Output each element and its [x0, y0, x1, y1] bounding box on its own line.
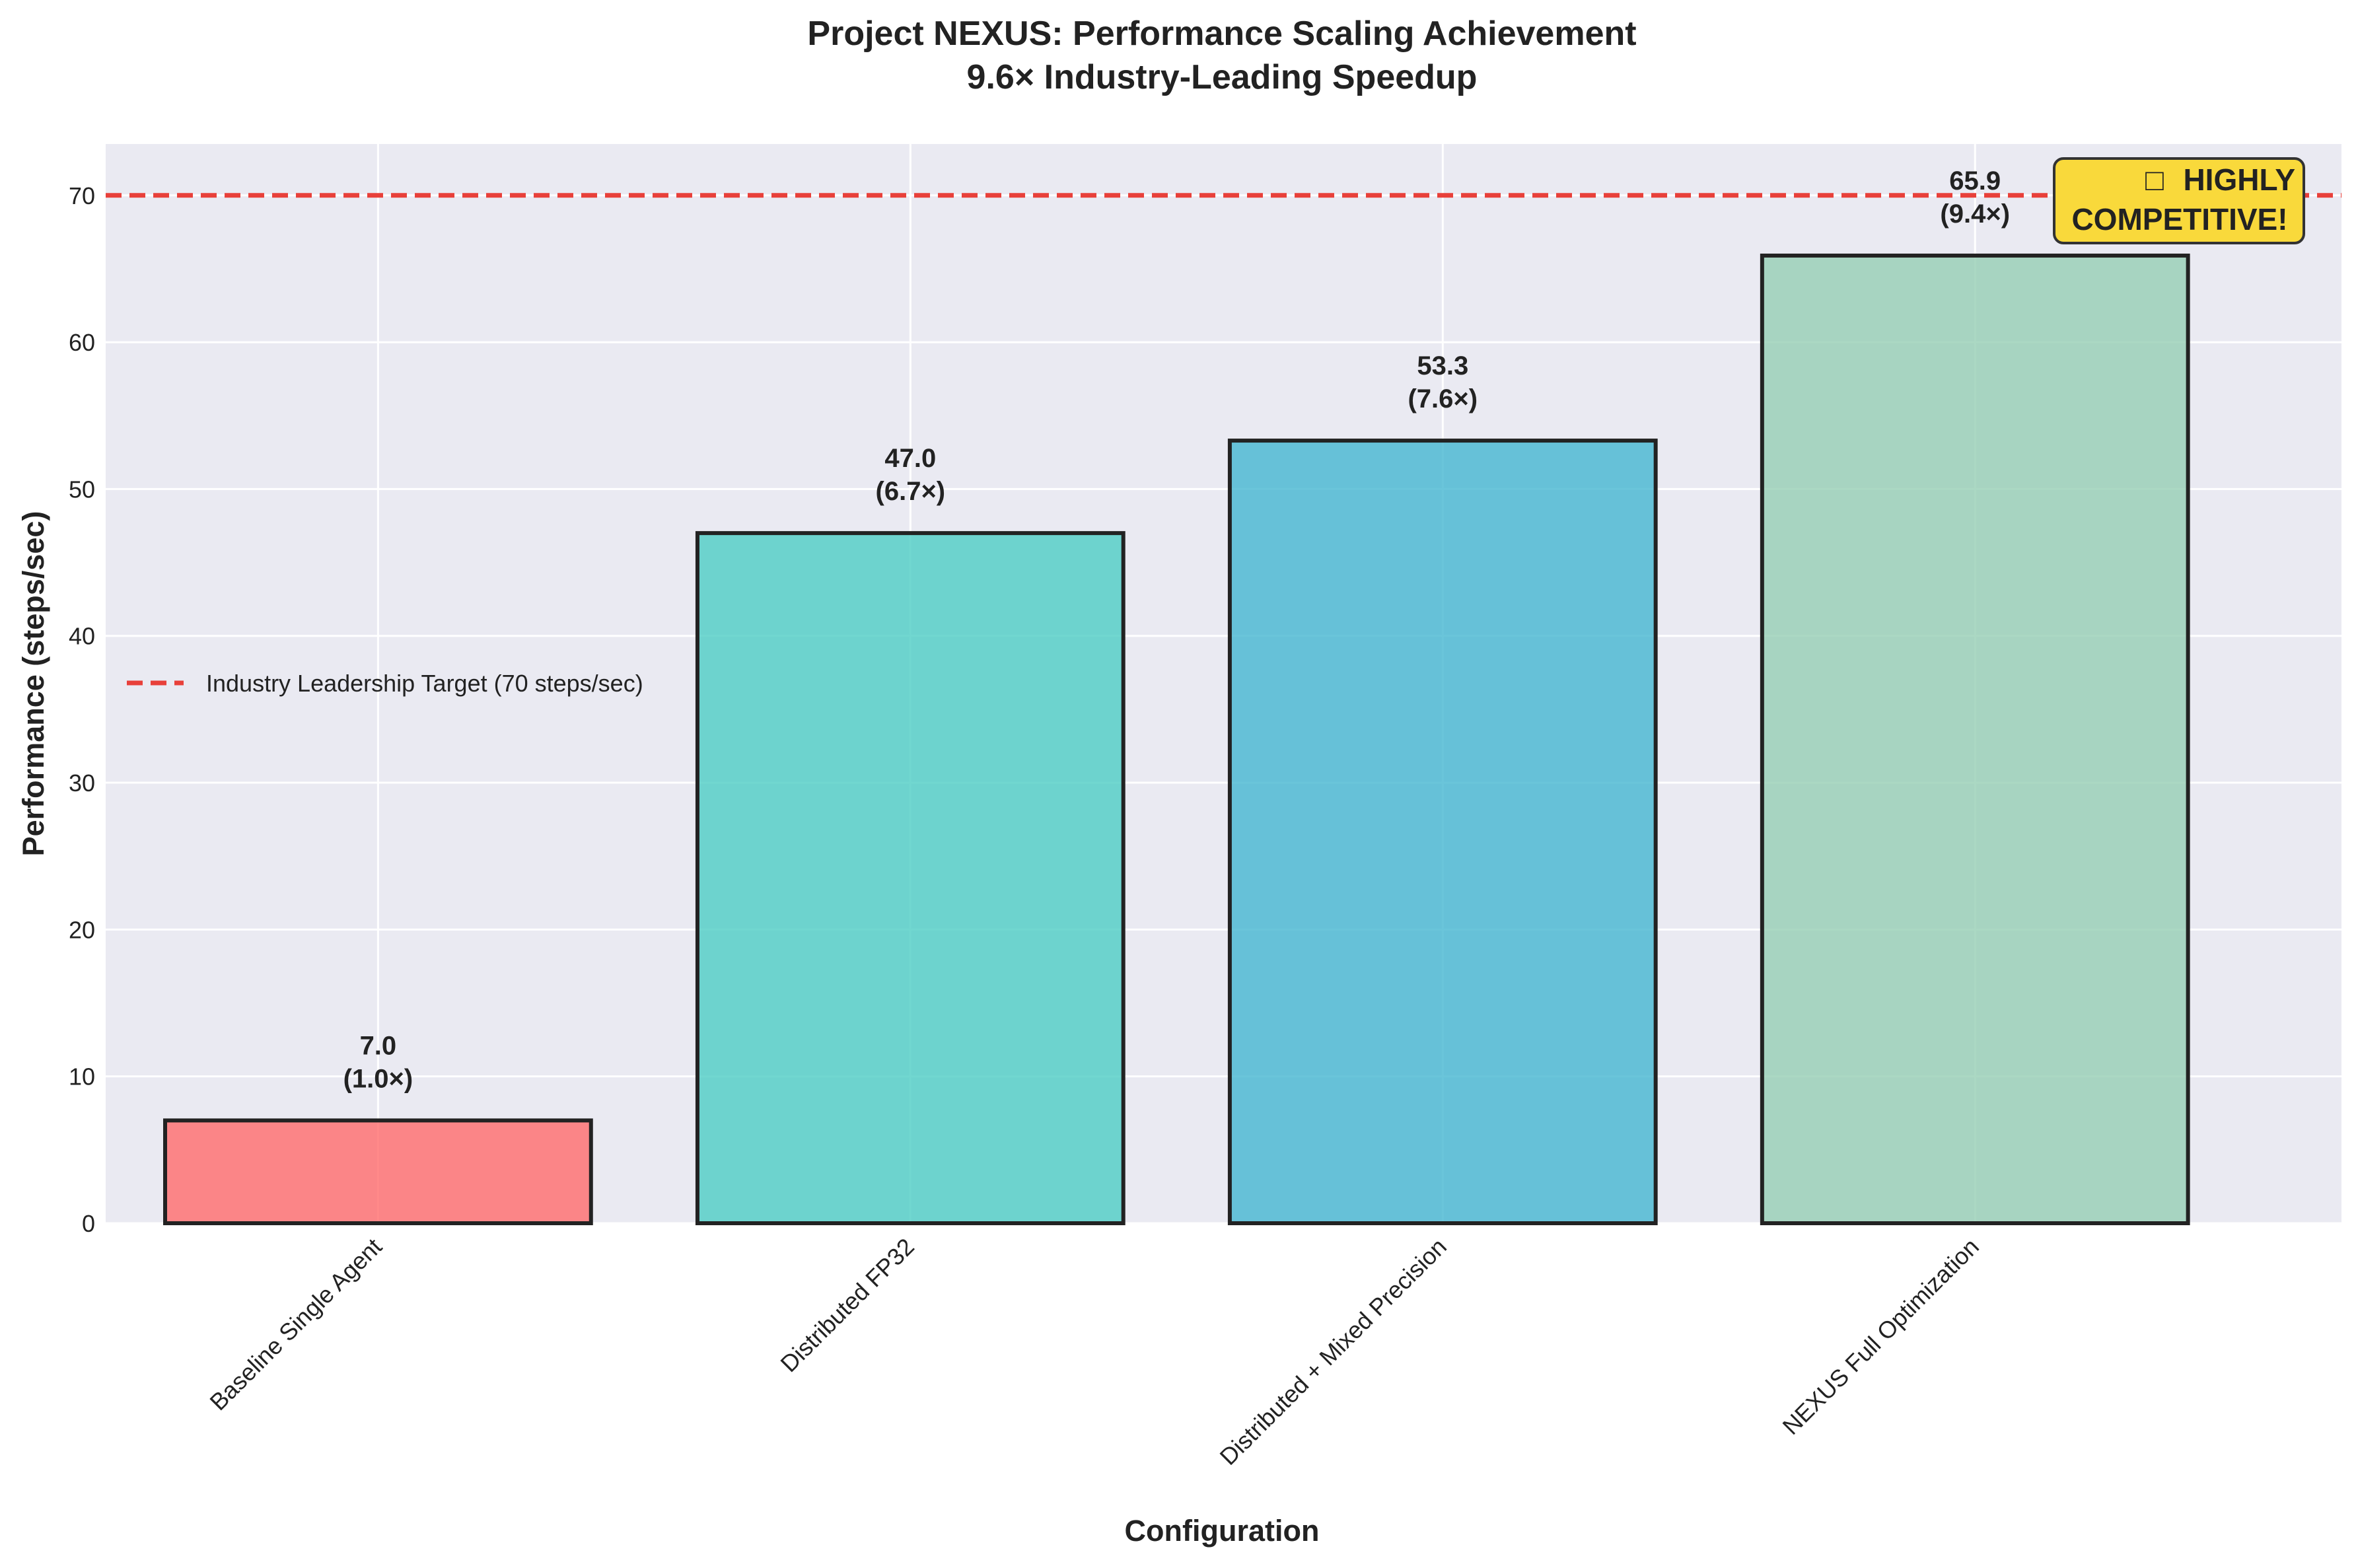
y-tick-label: 50	[69, 476, 95, 503]
y-tick-label: 20	[69, 916, 95, 943]
bar-value-label: 65.9	[1949, 166, 2001, 196]
y-tick-label: 10	[69, 1063, 95, 1090]
badge-background	[2053, 157, 2305, 244]
legend: Industry Leadership Target (70 steps/sec…	[127, 670, 643, 697]
y-tick-label: 70	[69, 182, 95, 209]
bar-value-label: 53.3	[1417, 351, 1468, 380]
bar-speedup-label: (7.6×)	[1408, 384, 1478, 413]
chart-subtitle: 9.6× Industry-Leading Speedup	[967, 58, 1478, 96]
y-tick-label: 0	[82, 1210, 95, 1237]
value-labels-layer: 7.0 (1.0×) 47.0 (6.7×) 53.3 (7.6×) 65.9(9.4×)	[343, 166, 2010, 1093]
y-tick-label: 60	[69, 329, 95, 356]
bar-value-label: 47.0	[884, 444, 936, 473]
badge-icon: □	[2145, 162, 2164, 197]
bars-layer	[163, 253, 2190, 1226]
y-axis-label: Performance (steps/sec)	[17, 511, 50, 857]
badge-line-2: COMPETITIVE!	[2071, 202, 2287, 236]
y-ticks-layer: 0 10 20 30 40 50 60 70	[69, 182, 95, 1237]
y-tick-label: 40	[69, 623, 95, 650]
y-tick-label: 30	[69, 769, 95, 797]
highly-competitive-badge: □ HIGHLY COMPETITIVE!	[2053, 157, 2305, 244]
bar-speedup-label: (1.0×)	[343, 1064, 413, 1093]
x-axis-label: Configuration	[1125, 1514, 1320, 1548]
bar-speedup-label: (6.7×)	[876, 477, 946, 506]
bar	[1760, 253, 2190, 1226]
bar	[163, 1118, 593, 1226]
bar	[695, 531, 1125, 1225]
legend-entry-target: Industry Leadership Target (70 steps/sec…	[206, 670, 643, 697]
bar-value-label: 7.0	[360, 1031, 397, 1060]
bar-speedup-label: (9.4×)	[1940, 199, 2010, 229]
bar	[1227, 439, 1658, 1225]
chart-title: Project NEXUS: Performance Scaling Achie…	[807, 15, 1636, 53]
badge-line-1: HIGHLY	[2183, 162, 2295, 197]
